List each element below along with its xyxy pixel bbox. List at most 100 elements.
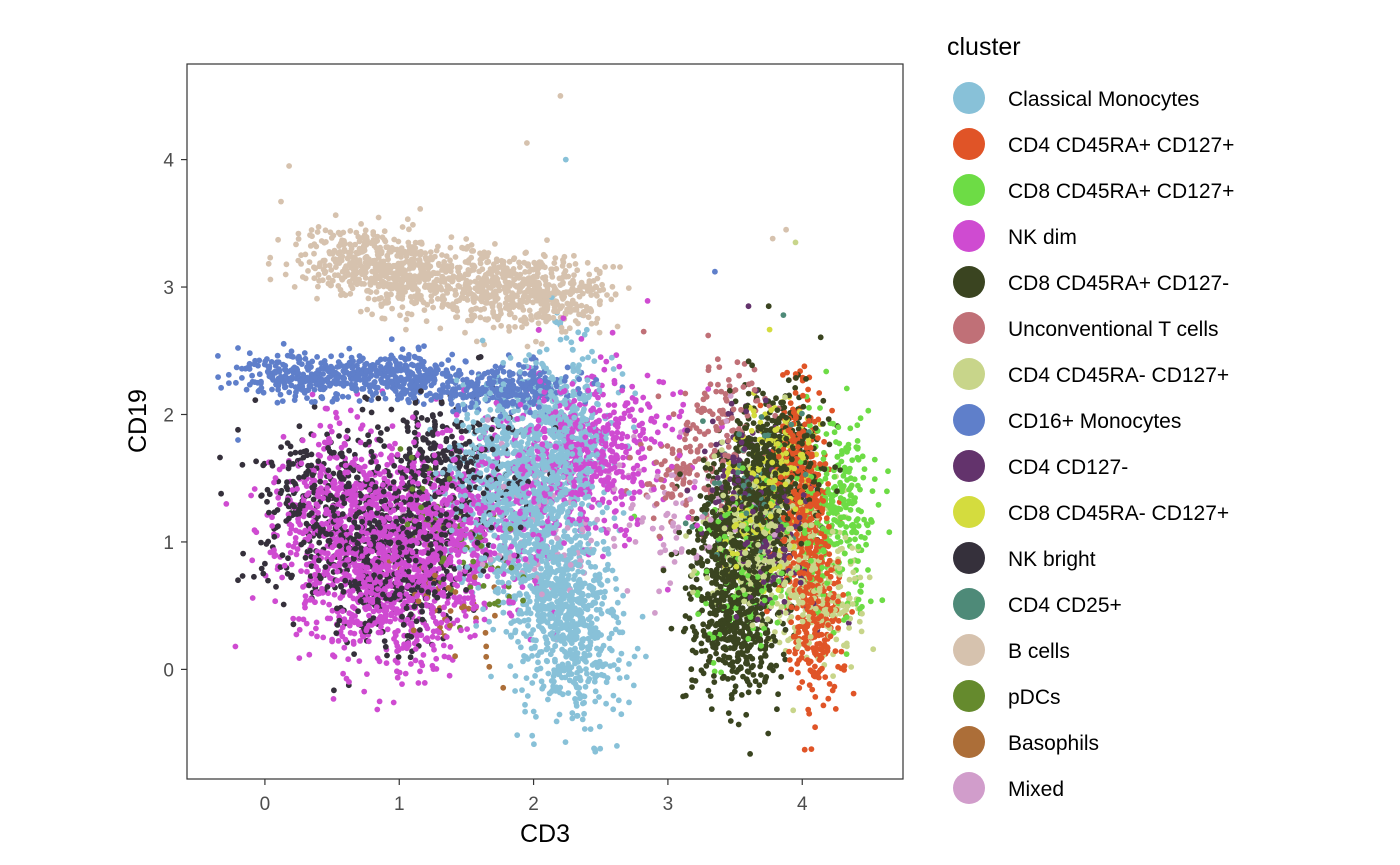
data-point xyxy=(666,414,672,421)
data-point xyxy=(667,580,674,586)
data-point xyxy=(492,612,498,619)
data-point xyxy=(317,471,324,478)
data-point xyxy=(708,442,714,448)
data-point xyxy=(523,675,530,681)
data-point xyxy=(718,447,725,453)
data-point xyxy=(512,673,519,679)
data-point xyxy=(364,306,371,313)
data-point xyxy=(333,414,340,421)
data-point xyxy=(321,439,328,446)
data-point xyxy=(526,307,533,314)
data-point xyxy=(581,710,587,717)
data-point xyxy=(424,301,431,308)
data-point xyxy=(855,523,862,529)
data-point xyxy=(758,659,765,666)
data-point xyxy=(300,502,307,509)
data-point xyxy=(676,413,683,420)
data-point xyxy=(697,443,704,449)
data-point xyxy=(383,660,390,666)
data-point xyxy=(314,295,320,302)
data-point xyxy=(643,653,649,660)
data-point xyxy=(796,685,803,691)
data-point xyxy=(596,723,603,730)
data-point xyxy=(822,674,829,680)
data-point xyxy=(757,402,764,409)
data-point xyxy=(863,541,869,548)
data-point xyxy=(631,489,638,496)
data-point xyxy=(347,228,354,234)
data-point xyxy=(885,468,891,475)
data-point xyxy=(475,354,482,361)
data-point xyxy=(427,249,434,256)
data-point xyxy=(274,399,281,406)
data-point xyxy=(345,656,352,663)
data-point xyxy=(578,302,585,309)
data-point xyxy=(770,400,776,407)
data-point xyxy=(365,638,372,645)
data-point xyxy=(700,621,707,628)
data-point xyxy=(251,573,257,580)
data-point xyxy=(654,468,661,475)
data-point xyxy=(302,355,309,362)
data-point xyxy=(264,498,270,505)
data-point xyxy=(614,599,621,606)
data-point xyxy=(267,254,274,261)
data-point xyxy=(618,650,625,657)
data-point xyxy=(268,359,275,365)
data-point xyxy=(454,264,461,271)
data-point xyxy=(715,381,721,388)
data-point xyxy=(315,452,322,458)
data-point xyxy=(445,357,452,363)
data-point xyxy=(500,684,507,691)
data-point xyxy=(329,277,336,284)
data-point xyxy=(622,443,629,450)
data-point xyxy=(467,584,474,591)
data-point xyxy=(780,312,787,318)
data-point xyxy=(486,663,493,670)
data-point xyxy=(246,350,253,357)
data-point xyxy=(313,625,319,632)
data-point xyxy=(820,702,827,709)
data-point xyxy=(438,400,445,406)
data-point xyxy=(657,549,663,556)
data-point xyxy=(302,554,309,561)
data-point xyxy=(277,391,284,398)
data-point xyxy=(301,479,308,486)
data-point xyxy=(612,523,619,530)
data-point xyxy=(823,471,830,477)
data-point xyxy=(287,443,294,450)
data-point xyxy=(417,668,423,675)
data-point xyxy=(218,490,225,497)
data-point xyxy=(766,326,773,333)
data-point xyxy=(327,423,334,430)
data-point xyxy=(704,575,710,581)
data-point xyxy=(529,732,536,739)
data-point xyxy=(302,604,308,611)
data-point xyxy=(669,493,676,500)
data-point xyxy=(326,262,333,269)
data-point xyxy=(678,408,685,415)
data-point xyxy=(410,627,417,634)
data-point xyxy=(821,438,827,445)
data-point xyxy=(469,248,475,254)
data-point xyxy=(456,369,462,376)
data-point xyxy=(406,226,412,233)
data-point xyxy=(594,540,600,547)
data-point xyxy=(380,390,387,397)
data-point xyxy=(421,307,428,313)
data-point xyxy=(609,448,616,455)
data-point xyxy=(240,550,247,557)
data-point xyxy=(677,389,684,396)
data-point xyxy=(522,357,529,364)
data-point xyxy=(875,501,882,508)
data-point xyxy=(641,466,647,473)
data-point xyxy=(812,650,818,657)
data-point xyxy=(271,509,278,516)
data-point xyxy=(336,420,343,427)
data-point xyxy=(822,475,829,482)
data-point xyxy=(635,449,642,456)
data-point xyxy=(718,388,725,395)
data-point xyxy=(603,700,609,707)
data-point xyxy=(446,672,453,679)
data-point xyxy=(799,649,806,656)
